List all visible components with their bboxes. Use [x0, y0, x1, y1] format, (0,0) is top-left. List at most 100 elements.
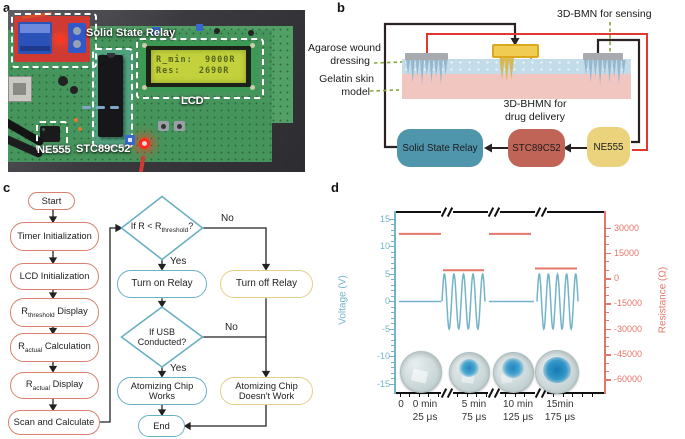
label-agarose-1: Agarose wound [308, 42, 381, 54]
dish-photo-1 [400, 351, 442, 393]
label-3d-bhmn-1: 3D-BHMN for [503, 98, 567, 110]
voltage-axis-title: Voltage (V) [337, 275, 349, 325]
voltage-tick-label: 5 [384, 268, 390, 279]
label-lcd: LCD [181, 95, 204, 107]
microneedle [504, 58, 510, 82]
flow-ractual-calc: Ractual Calculation [10, 333, 99, 362]
label-gelatin-2: model [341, 86, 370, 98]
microneedle [621, 60, 626, 75]
microneedle [508, 58, 514, 80]
voltage-tick-label: -5 [381, 323, 390, 334]
usb-connector [8, 76, 32, 102]
resistance-tick [606, 278, 611, 280]
resistance-trace [399, 232, 577, 272]
flow-chip-works: Atomizing Chip Works [117, 377, 207, 405]
resistance-tick-label: -15000 [614, 298, 643, 309]
resistance-tick-label: -60000 [614, 374, 643, 385]
resistance-minor-tick [606, 320, 609, 322]
status-led [139, 138, 150, 149]
x-tick-label: 10 min 125 μs [502, 399, 534, 423]
voltage-tick-label: -10 [376, 351, 390, 361]
screw-terminal [68, 23, 86, 53]
microneedle [420, 60, 425, 85]
block-ne555: NE555 [587, 127, 630, 167]
trimpot [152, 27, 160, 35]
tact-button [158, 121, 169, 131]
label-3d-bmn-sensing: 3D-BMN for sensing [557, 8, 652, 20]
resistance-minor-tick [606, 286, 609, 288]
mcu-chip [98, 53, 123, 137]
flow-scan-calculate: Scan and Calculate [8, 410, 100, 435]
chart-right-spine [604, 211, 606, 394]
microneedle [593, 60, 598, 77]
microneedle [415, 60, 420, 77]
flow-no-2: No [225, 322, 238, 333]
flow-end: End [138, 415, 185, 437]
flow-decision-threshold: If R < Rthreshold? [130, 221, 194, 235]
flow-start: Start [28, 192, 75, 210]
voltage-tick-label: 0 [384, 296, 390, 306]
panel-letter-b: b [337, 0, 345, 15]
relay-block [18, 22, 52, 54]
dish-photo-3 [493, 352, 534, 393]
voltage-tick-label: -15 [376, 378, 390, 389]
microneedle [429, 60, 434, 83]
resistance-tick [606, 227, 611, 229]
resistance-tick [606, 379, 611, 381]
resistance-minor-tick [606, 345, 609, 347]
x-tick-label: 0 [398, 399, 404, 410]
microneedle [443, 60, 448, 75]
flow-yes-2: Yes [170, 363, 187, 374]
relay-led [57, 36, 64, 43]
resistance-axis-title: Resistance (Ω) [657, 266, 669, 334]
resistance-minor-tick [606, 269, 609, 271]
agarose-dressing-layer [402, 59, 631, 74]
resistance-minor-tick [606, 311, 609, 313]
microneedle [588, 60, 593, 83]
label-gelatin-1: Gelatin skin [319, 73, 374, 85]
trimpot [196, 24, 203, 31]
lcd-bezel: R_min: 9000R Res: 2690R [146, 46, 251, 87]
flow-no-1: No [221, 213, 234, 224]
resistance-tick-label: 30000 [614, 222, 640, 233]
microneedle [499, 58, 505, 80]
panel-b-needle-overlay [406, 58, 626, 85]
x-tick-label: 0 min 25 μs [412, 399, 438, 423]
resistance-minor-tick [606, 295, 609, 297]
flow-turn-on-relay: Turn on Relay [117, 270, 207, 298]
microneedle [607, 60, 612, 83]
microneedle [602, 60, 607, 75]
panel-b-wires [369, 22, 648, 153]
flowchart-connectors [48, 195, 271, 431]
flow-ractual-display: Ractual Display [10, 372, 99, 399]
label-solid-state-relay: Solid State Relay [86, 27, 176, 39]
microneedle [434, 60, 439, 77]
drug-delivery-patch-pad [492, 44, 539, 58]
flow-turn-off-relay: Turn off Relay [220, 270, 313, 298]
flow-lcd-init: LCD Initialization [10, 263, 99, 290]
gelatin-skin-layer [402, 74, 631, 99]
flow-chip-doesnt-work: Atomizing Chip Doesn't Work [220, 377, 313, 405]
voltage-tick-label: 15 [379, 213, 390, 224]
resistance-tick-label: -30000 [614, 323, 643, 334]
x-tick-label: 5 min 75 μs [461, 399, 487, 423]
lcd-line2: Res: 2690R [156, 66, 230, 76]
resistance-tick [606, 303, 611, 305]
microneedle [406, 60, 410, 75]
microneedle [424, 60, 429, 75]
label-agarose-2: dressing [330, 55, 370, 67]
x-tick-label: 15min 175 μs [544, 399, 576, 423]
microneedle [410, 60, 415, 83]
label-stc89c52: STC89C52 [76, 143, 131, 155]
panel-letter-c: c [3, 180, 11, 195]
microneedle [438, 60, 443, 85]
relay-module [14, 11, 90, 62]
resistance-minor-tick [606, 235, 609, 237]
resistance-tick-label: 0 [614, 273, 620, 284]
flow-rthreshold-display: Rthreshold Display [10, 298, 99, 327]
dish-photo-4 [535, 350, 579, 394]
resistance-minor-tick [606, 261, 609, 263]
resistance-tick [606, 328, 611, 331]
chart-traces [399, 232, 579, 331]
